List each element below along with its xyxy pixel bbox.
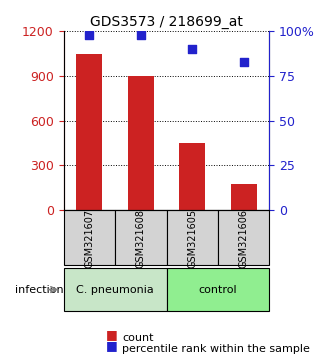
Bar <box>77 54 102 210</box>
FancyBboxPatch shape <box>64 268 167 311</box>
Point <box>138 32 144 38</box>
Text: GSM321608: GSM321608 <box>136 209 146 268</box>
FancyBboxPatch shape <box>167 268 269 311</box>
FancyBboxPatch shape <box>115 210 167 266</box>
Bar <box>128 76 154 210</box>
Text: percentile rank within the sample: percentile rank within the sample <box>122 344 310 354</box>
FancyBboxPatch shape <box>218 210 269 266</box>
Point <box>190 46 195 52</box>
FancyBboxPatch shape <box>167 210 218 266</box>
Text: count: count <box>122 333 153 343</box>
Text: GSM321605: GSM321605 <box>187 209 197 268</box>
Bar <box>231 184 256 210</box>
FancyBboxPatch shape <box>64 210 115 266</box>
Text: GSM321606: GSM321606 <box>239 209 249 268</box>
Point <box>87 32 92 38</box>
Bar <box>180 143 205 210</box>
Point <box>241 59 246 65</box>
Text: C. pneumonia: C. pneumonia <box>76 285 154 295</box>
Text: control: control <box>199 285 237 295</box>
Text: GSM321607: GSM321607 <box>84 209 94 268</box>
Text: ■: ■ <box>106 339 117 352</box>
Text: ■: ■ <box>106 328 117 341</box>
Text: infection: infection <box>15 285 64 295</box>
Title: GDS3573 / 218699_at: GDS3573 / 218699_at <box>90 15 243 29</box>
